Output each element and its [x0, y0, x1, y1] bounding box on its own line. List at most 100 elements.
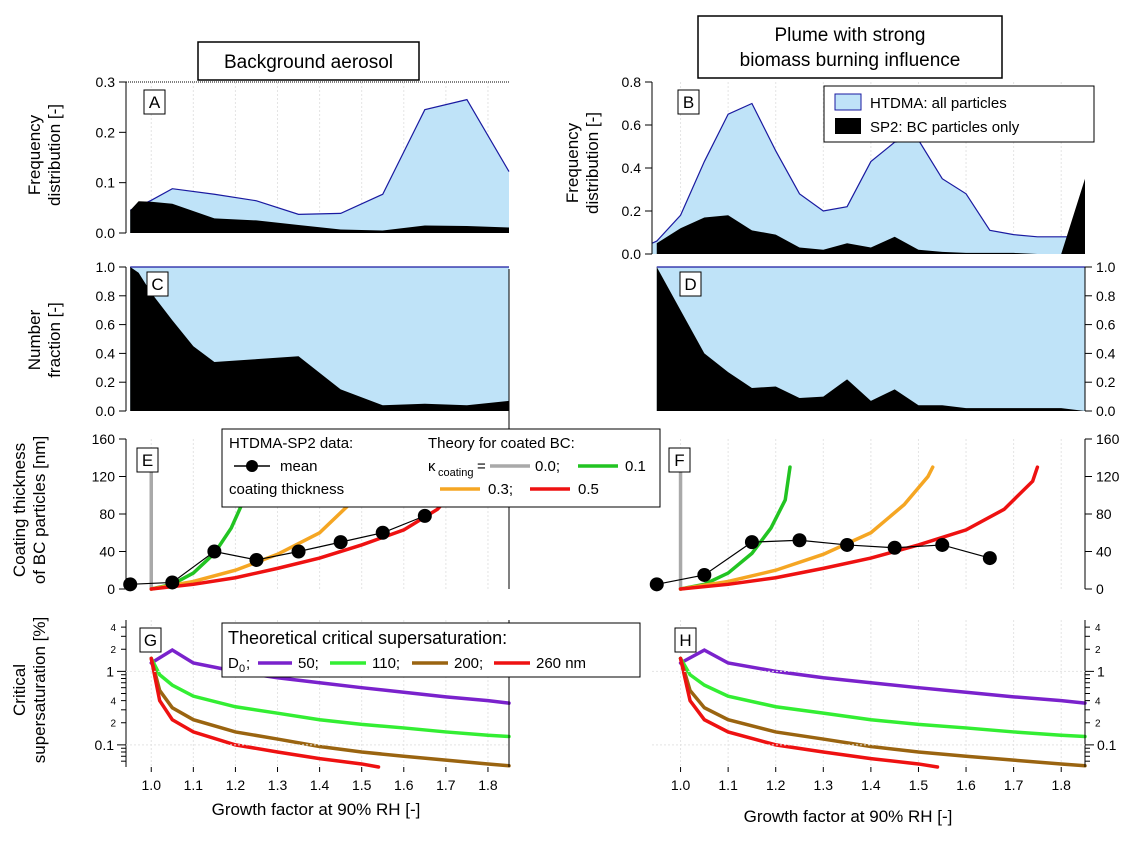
x-tick-label-G: 1.2	[226, 777, 246, 793]
ss-curve-d200-G	[149, 656, 511, 768]
legend-mean-label: mean	[280, 458, 318, 475]
y-tick-label-B: 0.6	[622, 117, 642, 133]
mean-coating-point-F	[792, 533, 807, 548]
legend-swatch-sp2	[835, 118, 861, 134]
ylabel-freq-line1: Frequency	[25, 114, 44, 195]
ss-curve-d110-H	[678, 656, 1087, 739]
y-tick-label-E: 0	[107, 581, 115, 597]
mean-coating-point-F	[982, 551, 997, 566]
legend-coating-label: coating thickness	[229, 481, 344, 498]
y-tick-label-E: 160	[92, 431, 116, 447]
y-tick-label-C: 0.2	[96, 374, 116, 390]
y-tick-label-B: 0.2	[622, 203, 642, 219]
ylabel-freq-line2: distribution [-]	[45, 104, 64, 206]
ylabel-coat-line2: of BC particles [nm]	[30, 436, 49, 584]
legend-htdma-label: HTDMA: all particles	[870, 95, 1007, 112]
y-tick-label-A: 0.1	[96, 175, 116, 191]
legend-d260: 260 nm	[536, 655, 586, 672]
y-tick-label-D: 0.0	[1096, 403, 1116, 419]
legend-d0-sub: 0	[239, 663, 245, 675]
x-tick-label-H: 1.7	[1004, 777, 1024, 793]
y-tick-label-A: 0.0	[96, 225, 116, 241]
right-title-line2: biomass burning influence	[740, 50, 961, 71]
mean-coating-point-E	[207, 544, 222, 559]
legend-sp2-label: SP2: BC particles only	[870, 119, 1020, 136]
htdma-area-A	[130, 99, 509, 233]
panel-label-e: E	[142, 451, 153, 470]
legend-d110: 110;	[372, 655, 400, 672]
ss-curve-d110-G	[149, 656, 511, 739]
mean-coating-point-E	[417, 508, 432, 523]
y-tick-label-B: 0.8	[622, 74, 642, 90]
y-minor-label-H: 4	[1095, 623, 1101, 634]
y-major-label-H: 1	[1097, 663, 1105, 679]
htdma-line-B	[651, 102, 1085, 244]
panel-label-c: C	[151, 275, 163, 294]
y-major-label-H: 0.1	[1097, 737, 1117, 753]
mean-coating-line-E	[130, 515, 426, 585]
x-tick-label-G: 1.5	[352, 777, 372, 793]
y-tick-label-C: 0.6	[96, 317, 116, 333]
y-minor-label-G: 4	[110, 697, 116, 708]
legend-coating: HTDMA-SP2 data: mean coating thickness T…	[221, 428, 661, 508]
htdma-area-B	[652, 103, 1085, 254]
x-tick-label-G: 1.4	[310, 777, 330, 793]
legend-k05: 0.5	[578, 481, 599, 498]
ylabel-num-line2: fraction [-]	[45, 302, 64, 378]
y-tick-label-E: 120	[92, 469, 116, 485]
y-tick-label-B: 0.4	[622, 160, 642, 176]
y-tick-label-F: 160	[1096, 431, 1120, 447]
legend-d50: 50;	[298, 655, 319, 672]
x-tick-label-G: 1.7	[436, 777, 456, 793]
ylabel-coating: Coating thickness of BC particles [nm]	[10, 436, 49, 584]
panel-label-f: F	[674, 451, 684, 470]
x-tick-label-G: 1.0	[142, 777, 162, 793]
y-tick-label-E: 80	[99, 506, 115, 522]
mean-coating-point-E	[249, 552, 264, 567]
ylabel-freq-right-line1: Frequency	[563, 122, 582, 203]
htdma-area-D	[656, 267, 1085, 411]
x-tick-label-H: 1.0	[671, 777, 691, 793]
y-tick-label-A: 0.3	[96, 74, 116, 90]
legend-swatch-htdma	[834, 93, 862, 111]
legend-kappa-eq: =	[477, 458, 486, 475]
y-minor-label-H: 2	[1095, 645, 1101, 656]
panel-label-b: B	[683, 93, 694, 112]
sp2-area-C	[130, 267, 509, 411]
y-tick-label-F: 80	[1096, 506, 1112, 522]
sp2-area-D	[656, 267, 1085, 411]
left-title: Background aerosol	[224, 52, 393, 73]
mean-coating-point-E	[165, 575, 180, 590]
mean-coating-point-F	[935, 537, 950, 552]
right-title-line1: Plume with strong	[774, 25, 925, 46]
xlabel-right: Growth factor at 90% RH [-]	[744, 807, 953, 826]
y-tick-label-D: 0.2	[1096, 374, 1116, 390]
mean-coating-point-F	[697, 567, 712, 582]
y-tick-label-C: 0.8	[96, 288, 116, 304]
y-tick-label-C: 0.4	[96, 345, 116, 361]
legend-mean-marker	[246, 460, 258, 472]
x-tick-label-H: 1.4	[861, 777, 881, 793]
x-tick-label-H: 1.8	[1051, 777, 1071, 793]
mean-coating-line-F	[656, 539, 990, 585]
ylabel-num-line1: Number	[25, 309, 44, 370]
sp2-area-B	[656, 178, 1085, 254]
xlabel-left: Growth factor at 90% RH [-]	[212, 800, 421, 819]
x-tick-label-H: 1.2	[766, 777, 786, 793]
legend-theory-title: Theory for coated BC:	[428, 435, 575, 452]
y-minor-label-G: 2	[110, 719, 116, 730]
panel-label-g: G	[144, 631, 157, 650]
legend-htdma-sp2: HTDMA: all particles SP2: BC particles o…	[823, 85, 1095, 143]
legend-kappa-sub: coating	[438, 467, 473, 479]
x-tick-label-G: 1.3	[268, 777, 288, 793]
y-tick-label-F: 120	[1096, 469, 1120, 485]
y-tick-label-A: 0.2	[96, 124, 116, 140]
y-tick-label-D: 1.0	[1096, 259, 1116, 275]
panel-label-a: A	[149, 93, 161, 112]
legend-k00: 0.0;	[535, 458, 560, 475]
y-tick-label-C: 0.0	[96, 403, 116, 419]
y-tick-label-D: 0.8	[1096, 288, 1116, 304]
x-tick-label-H: 1.5	[909, 777, 929, 793]
mean-coating-point-F	[840, 537, 855, 552]
